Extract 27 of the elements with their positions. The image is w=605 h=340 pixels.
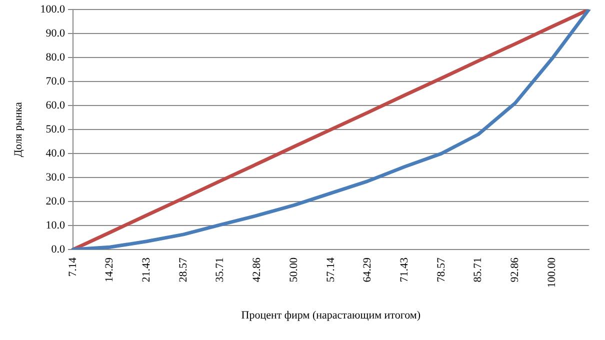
x-tick-label: 100.00 bbox=[546, 257, 558, 288]
y-tick-label: 20.0 bbox=[46, 195, 66, 208]
y-tick-label: 50.0 bbox=[46, 123, 66, 136]
x-tick-label: 92.86 bbox=[509, 257, 521, 282]
y-tick-label: 70.0 bbox=[46, 75, 66, 88]
x-tick-label: 35.71 bbox=[214, 258, 226, 282]
x-tick-label: 28.57 bbox=[177, 257, 190, 282]
x-tick-label: 14.29 bbox=[104, 257, 116, 282]
y-tick-label: 60.0 bbox=[46, 99, 66, 112]
y-tick-label: 40.0 bbox=[46, 147, 66, 160]
x-tick-label: 71.43 bbox=[398, 257, 410, 282]
x-axis-title: Процент фирм (нарастающим итогом) bbox=[241, 309, 421, 322]
x-tick-label: 21.43 bbox=[140, 257, 153, 282]
y-tick-label: 30.0 bbox=[46, 171, 66, 184]
x-tick-label: 78.57 bbox=[435, 257, 448, 282]
x-tick-label: 85.71 bbox=[472, 258, 484, 282]
x-tick-label: 57.14 bbox=[324, 257, 337, 282]
y-tick-label: 0.0 bbox=[51, 243, 66, 256]
x-tick-label: 50.00 bbox=[288, 257, 300, 282]
y-tick-label: 10.0 bbox=[46, 219, 66, 232]
x-tick-label: 7.14 bbox=[66, 257, 79, 277]
x-tick-label: 64.29 bbox=[362, 257, 374, 282]
y-axis-title: Доля рынка bbox=[12, 102, 24, 158]
y-tick-label: 100.0 bbox=[40, 3, 66, 16]
x-tick-label: 42.86 bbox=[251, 257, 264, 282]
y-tick-label: 90.0 bbox=[46, 27, 66, 40]
y-tick-label: 80.0 bbox=[46, 51, 66, 64]
